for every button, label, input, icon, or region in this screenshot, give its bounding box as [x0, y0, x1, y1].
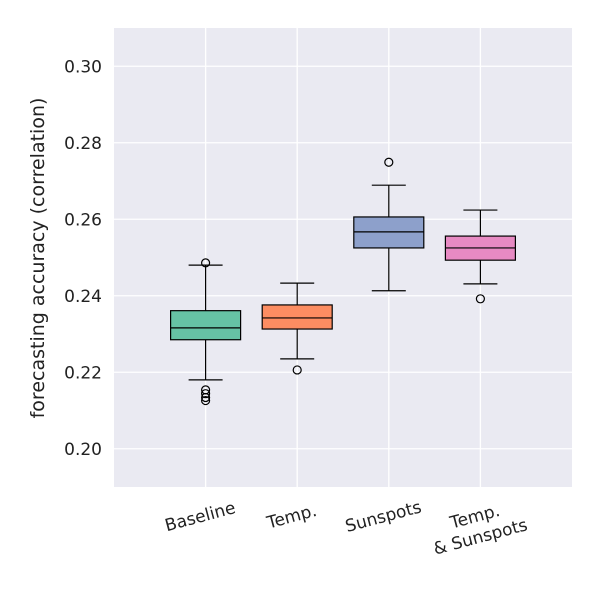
y-tick-label: 0.30 — [64, 57, 102, 77]
iqr-box — [261, 304, 333, 330]
outlier-point — [475, 294, 485, 304]
iqr-box — [170, 310, 242, 341]
x-ticks: Baseline Temp. Sunspots Temp.& Sunspots — [163, 495, 530, 560]
box-3 — [444, 209, 516, 304]
outlier-point — [201, 395, 211, 406]
outlier-point — [292, 365, 302, 375]
y-axis-label: forecasting accuracy (correlation) — [27, 98, 49, 419]
x-tick-label-line: Temp. — [264, 501, 319, 534]
x-tick-label: Baseline — [163, 498, 238, 536]
x-tick-label-line: Sunspots — [343, 497, 424, 537]
outlier-point — [384, 157, 394, 167]
outlier-point — [201, 389, 211, 399]
box-2 — [353, 157, 425, 292]
box-1 — [261, 282, 333, 375]
x-tick-label-line: Baseline — [163, 498, 238, 536]
box-0 — [170, 258, 242, 406]
y-tick-label: 0.26 — [64, 210, 102, 230]
outlier-point — [201, 258, 211, 268]
y-tick-label: 0.28 — [64, 134, 102, 154]
y-tick-label: 0.22 — [64, 363, 102, 383]
y-tick-label: 0.20 — [64, 440, 102, 460]
outlier-point — [201, 392, 211, 403]
x-tick-label: Temp.& Sunspots — [426, 495, 530, 560]
x-tick-label: Sunspots — [343, 497, 424, 537]
x-tick-label: Temp. — [264, 501, 319, 534]
y-tick-label: 0.24 — [64, 287, 102, 307]
boxes — [170, 157, 516, 406]
y-ticks: 0.20 0.22 0.24 0.26 0.28 0.30 — [64, 57, 102, 460]
